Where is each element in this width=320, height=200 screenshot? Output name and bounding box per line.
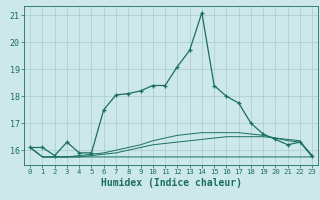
X-axis label: Humidex (Indice chaleur): Humidex (Indice chaleur) bbox=[101, 178, 242, 188]
